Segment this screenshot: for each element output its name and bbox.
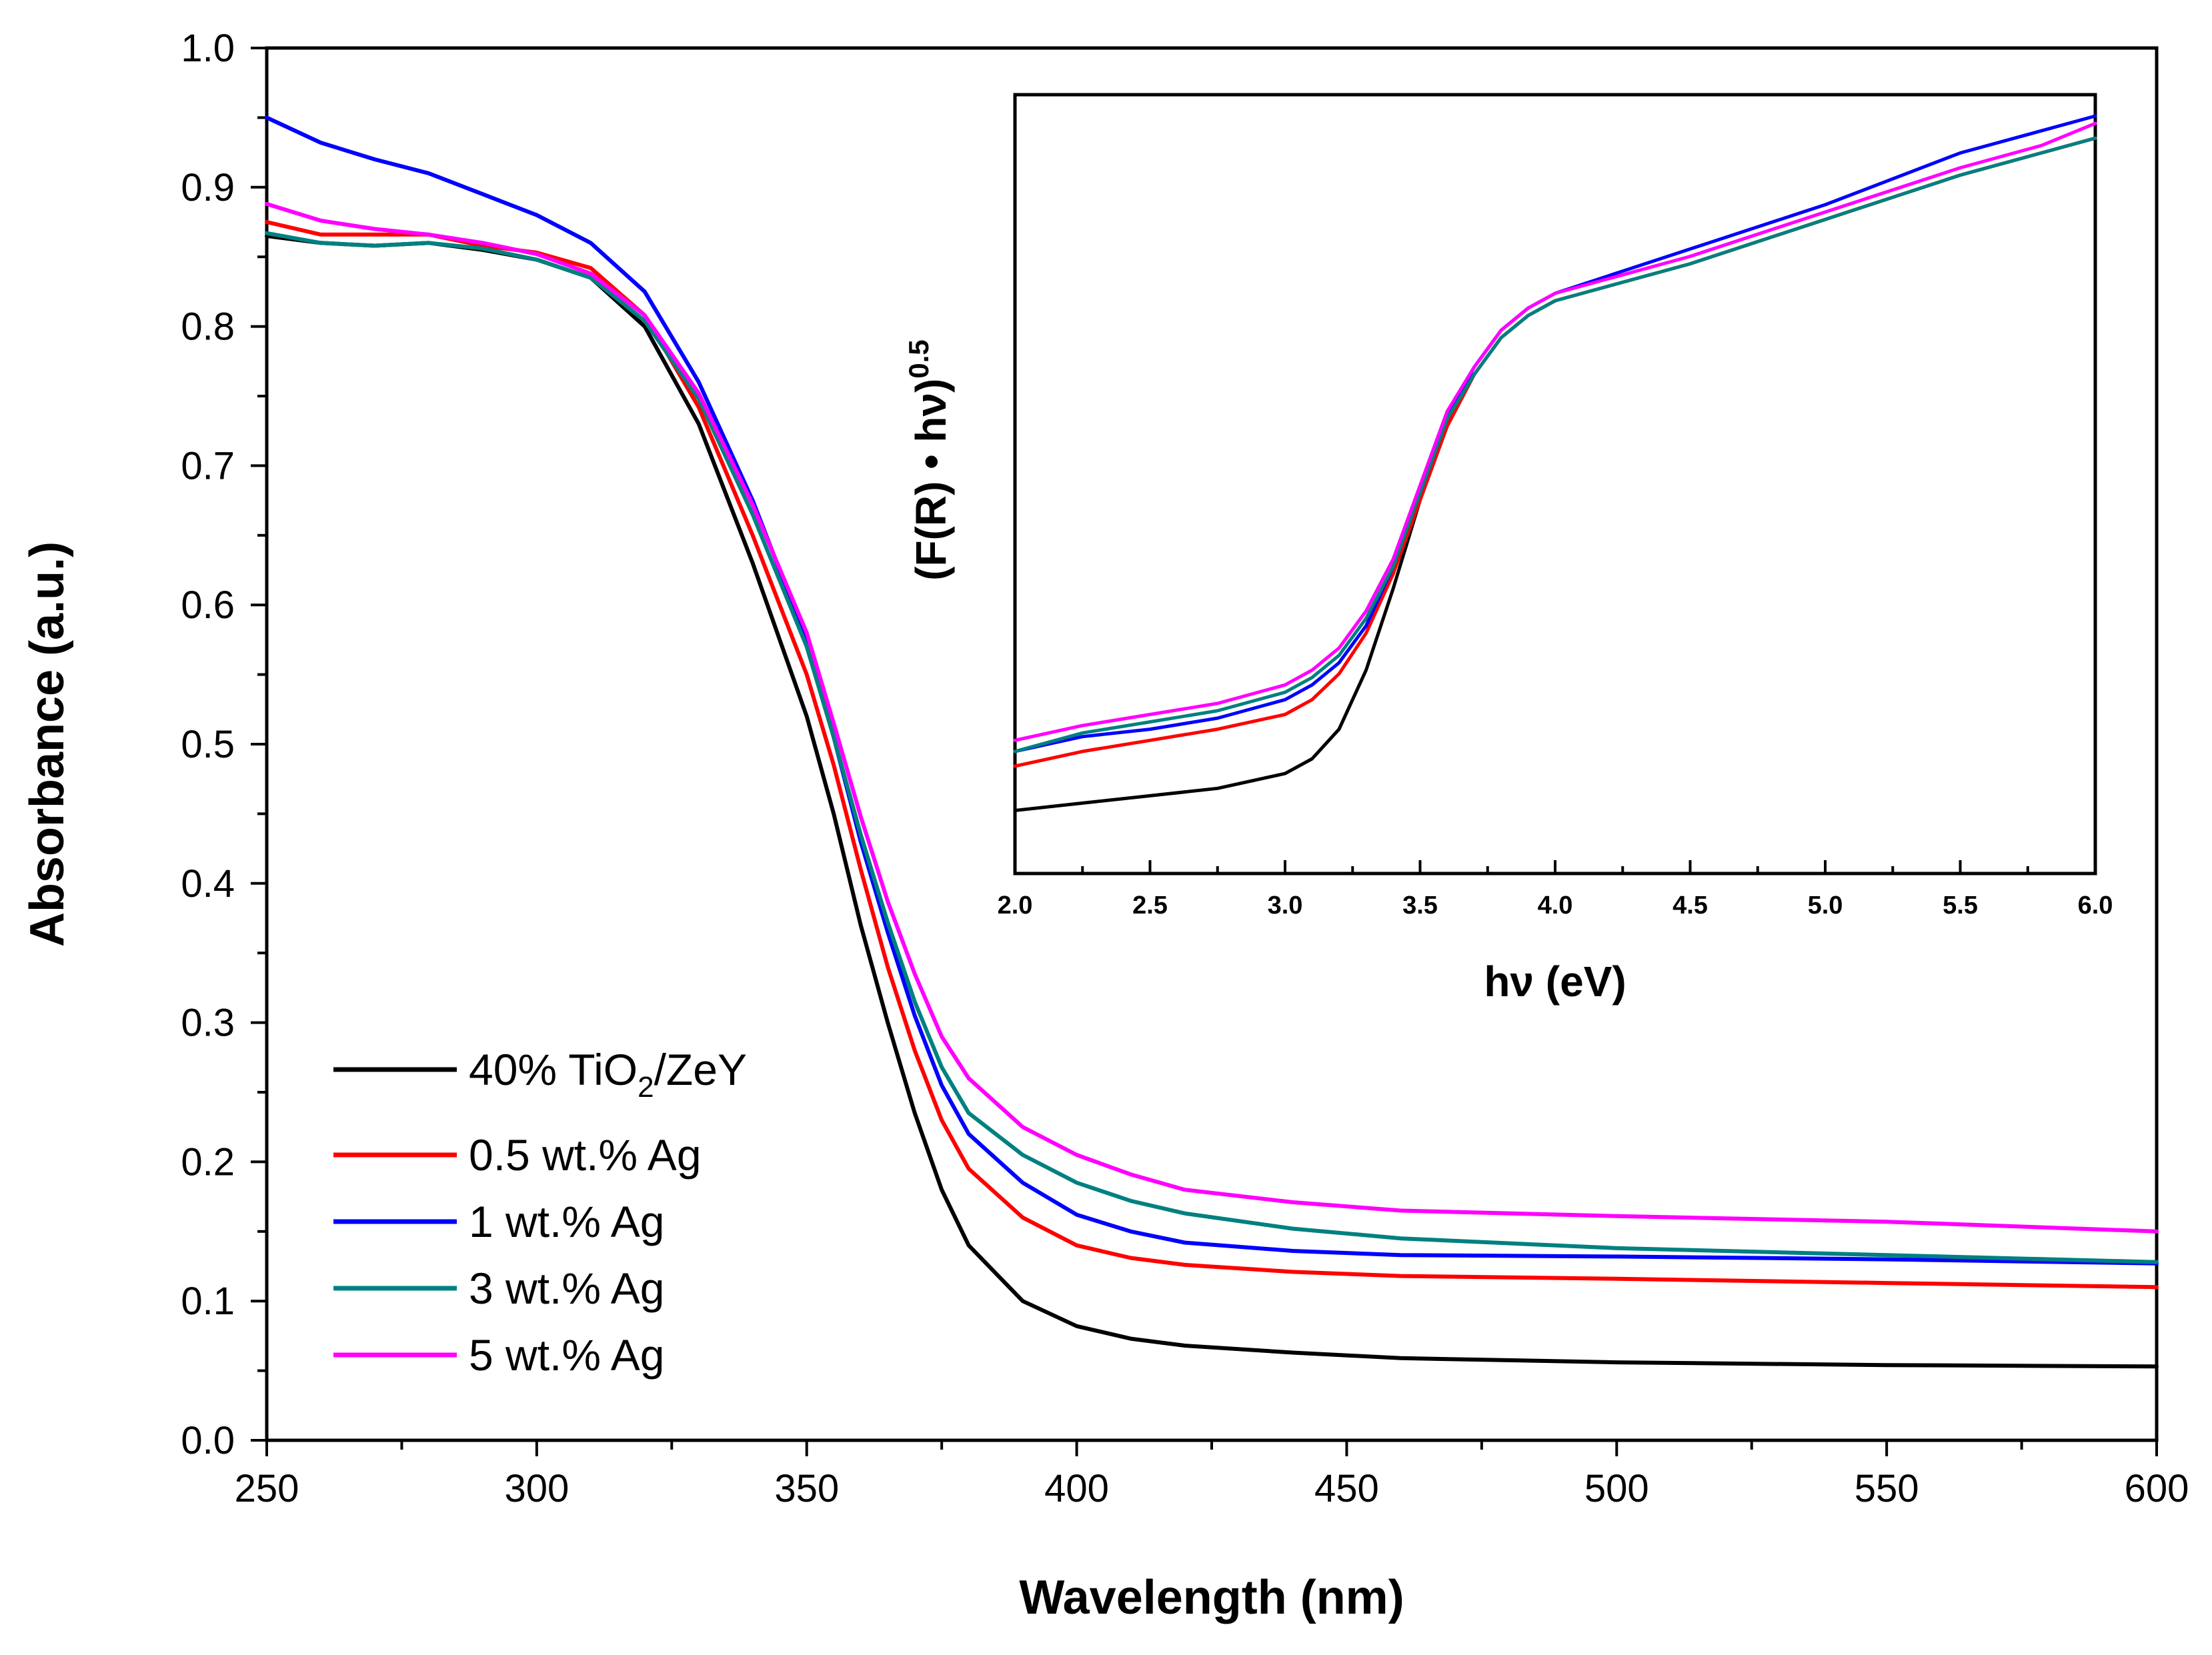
main-series-lines [265, 115, 2159, 1369]
inset-x-tick-label: 5.0 [1808, 892, 1843, 920]
inset-x-tick-label: 3.0 [1268, 892, 1303, 920]
y-tick-label: 0.2 [181, 1140, 235, 1184]
legend-item: 5 wt.% Ag [333, 1330, 665, 1380]
inset-plot: 2.0 2.5 3.0 3.5 4.0 4.5 5.0 5.5 6.0 hν (eV) (F(R… [903, 93, 2113, 1006]
legend-label: 0.5 wt.% Ag [469, 1130, 702, 1180]
main-plot: 250 300 350 400 450 500 550 600 0.0 0.1 0.2 0.3 0.4 0… [21, 27, 2189, 1624]
y-tick-label: 0.4 [181, 862, 235, 906]
y-tick-label: 0.9 [181, 166, 235, 209]
inset-x-tick-label: 2.5 [1132, 892, 1168, 920]
inset-x-tick-label: 4.0 [1538, 892, 1573, 920]
legend-item: 1 wt.% Ag [333, 1197, 665, 1246]
series-line-4 [265, 231, 2159, 1264]
x-tick-label: 500 [1584, 1467, 1649, 1510]
inset-x-tick-label: 4.5 [1673, 892, 1708, 920]
inset-axis-ticks [1014, 860, 2097, 874]
y-tick-label: 1.0 [181, 27, 235, 70]
legend-item: 0.5 wt.% Ag [333, 1130, 702, 1180]
x-tick-label: 550 [1855, 1467, 1919, 1510]
inset-x-tick-label: 2.0 [998, 892, 1033, 920]
legend: 40% TiO2/ZeY 0.5 wt.% Ag 1 wt.% Ag 3 wt.… [333, 1045, 747, 1380]
y-tick-label: 0.3 [181, 1002, 235, 1045]
x-tick-label: 250 [235, 1467, 299, 1510]
y-tick-label: 0.6 [181, 583, 235, 627]
inset-series-line-5 [1013, 121, 2097, 742]
x-tick-label: 350 [774, 1467, 839, 1510]
x-tick-label: 300 [504, 1467, 569, 1510]
legend-label-tail: /ZeY [654, 1045, 747, 1094]
inset-y-axis-title-main: (F(R) • hν) [907, 379, 955, 581]
inset-y-axis-title-superscript: 0.5 [903, 339, 934, 378]
inset-x-tick-label: 3.5 [1402, 892, 1438, 920]
y-tick-label: 0.0 [181, 1419, 235, 1462]
y-tick-label: 0.1 [181, 1280, 235, 1323]
x-tick-label: 600 [2125, 1467, 2189, 1510]
inset-series-line-4 [1013, 136, 2097, 753]
legend-label: 1 wt.% Ag [469, 1197, 665, 1246]
x-tick-label: 450 [1314, 1467, 1379, 1510]
x-tick-label: 400 [1044, 1467, 1109, 1510]
main-axis-ticks [251, 47, 2158, 1456]
y-axis-title: Absorbance (a.u.) [21, 541, 74, 947]
legend-label-main: 40% TiO [469, 1045, 638, 1094]
series-line-3 [265, 115, 2159, 1266]
y-tick-label: 0.5 [181, 723, 235, 766]
legend-item: 40% TiO2/ZeY [333, 1045, 747, 1104]
inset-x-axis-title: hν (eV) [1484, 958, 1626, 1006]
series-line-2 [265, 220, 2159, 1290]
y-tick-label: 0.7 [181, 444, 235, 487]
legend-label: 40% TiO2/ZeY [469, 1045, 747, 1104]
inset-axis-tick-labels: 2.0 2.5 3.0 3.5 4.0 4.5 5.0 5.5 6.0 [998, 892, 2113, 920]
inset-y-axis-title: (F(R) • hν)0.5 [903, 339, 955, 581]
inset-x-tick-label: 6.0 [2078, 892, 2113, 920]
main-axis-tick-labels: 250 300 350 400 450 500 550 600 0.0 0.1 0.2 0.3 0.4 0… [181, 27, 2189, 1510]
legend-label-subscript: 2 [638, 1071, 654, 1104]
legend-label: 5 wt.% Ag [469, 1330, 665, 1380]
series-line-5 [265, 201, 2159, 1234]
legend-label: 3 wt.% Ag [469, 1264, 665, 1313]
y-tick-label: 0.8 [181, 305, 235, 349]
x-axis-title: Wavelength (nm) [1019, 1571, 1404, 1624]
inset-x-tick-label: 5.5 [1943, 892, 1978, 920]
inset-series-lines [1013, 114, 2097, 812]
legend-item: 3 wt.% Ag [333, 1264, 665, 1313]
